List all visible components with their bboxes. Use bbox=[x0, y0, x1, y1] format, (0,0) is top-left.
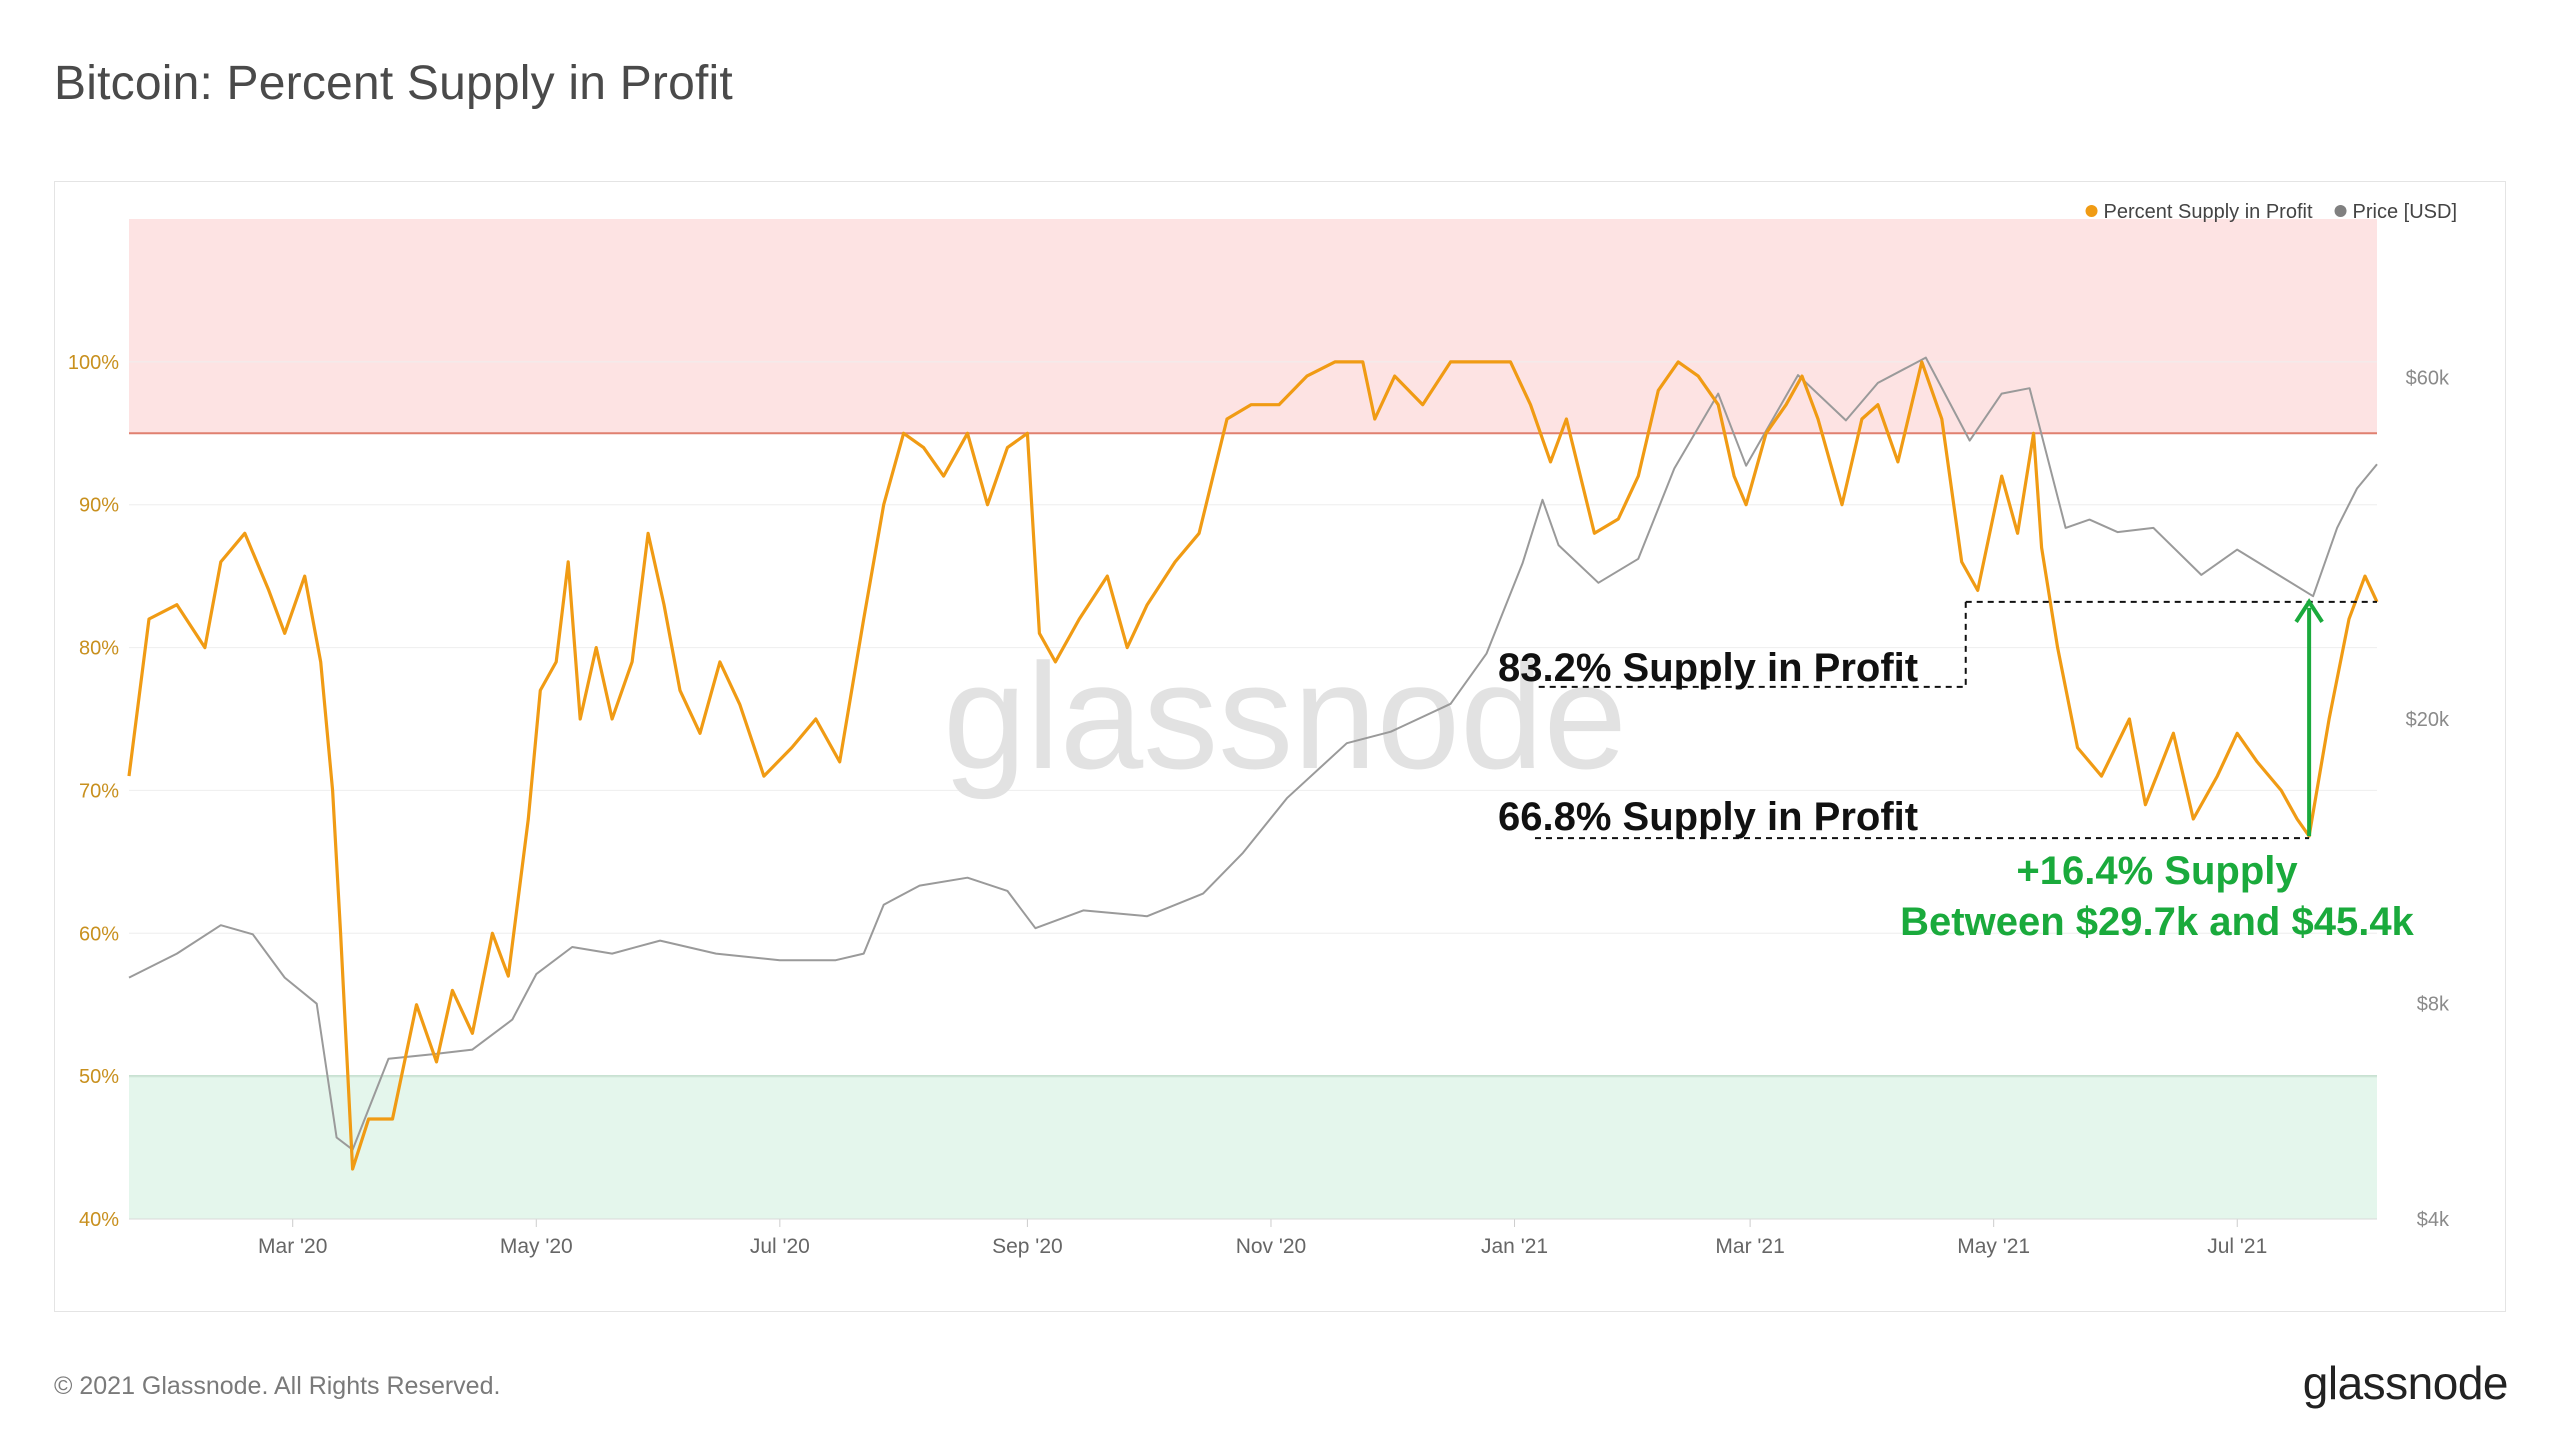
x-tick-label: May '21 bbox=[1957, 1235, 2030, 1258]
legend-dot-price bbox=[2334, 205, 2347, 217]
x-tick-label: Jul '20 bbox=[750, 1235, 810, 1258]
y-left-tick-label: 60% bbox=[79, 923, 119, 945]
legend-dot-supply bbox=[2085, 205, 2098, 217]
y-left-tick-label: 80% bbox=[79, 638, 119, 660]
annotation-lower-label: 66.8% Supply in Profit bbox=[1498, 795, 1918, 839]
annotation-delta-line1: +16.4% Supply bbox=[2016, 849, 2298, 893]
x-tick-label: Mar '20 bbox=[258, 1235, 327, 1258]
annotation-delta-line2: Between $29.7k and $45.4k bbox=[1900, 900, 2414, 944]
y-left-tick-label: 50% bbox=[79, 1066, 119, 1088]
y-left-tick-label: 40% bbox=[79, 1209, 119, 1231]
x-tick-label: May '20 bbox=[500, 1235, 573, 1258]
y-right-tick-label: $4k bbox=[2417, 1209, 2450, 1231]
legend-label: Price [USD] bbox=[2353, 201, 2457, 223]
y-right-tick-label: $60k bbox=[2406, 368, 2450, 390]
annotation-upper-label: 83.2% Supply in Profit bbox=[1498, 646, 1918, 690]
footer-copyright: © 2021 Glassnode. All Rights Reserved. bbox=[54, 1372, 501, 1400]
supply-in-profit-line bbox=[127, 360, 2379, 1171]
chart-svg: glassnode 40%50%60%70%80%90%100%$4k$8k$2… bbox=[68, 201, 2457, 1258]
y-left-tick-label: 90% bbox=[79, 495, 119, 517]
x-tick-label: Mar '21 bbox=[1715, 1235, 1784, 1258]
page-title: Bitcoin: Percent Supply in Profit bbox=[54, 57, 733, 110]
x-tick-label: Sep '20 bbox=[992, 1235, 1063, 1258]
delta-arrow-head bbox=[2294, 598, 2324, 623]
price-line bbox=[128, 356, 2378, 1151]
footer-logo[interactable]: glassnode bbox=[2302, 1357, 2509, 1409]
x-tick-label: Jul '21 bbox=[2207, 1235, 2267, 1258]
x-tick-label: Nov '20 bbox=[1236, 1235, 1307, 1258]
zone-upper bbox=[129, 219, 2377, 434]
y-left-tick-label: 70% bbox=[79, 780, 119, 802]
y-right-tick-label: $20k bbox=[2406, 709, 2450, 731]
legend-label: Percent Supply in Profit bbox=[2104, 201, 2313, 223]
y-left-tick-label: 100% bbox=[68, 352, 119, 374]
chart-container: glassnode 40% 50% 60% 70% 80% 90% 100% $4k $8k $2… bbox=[54, 181, 2506, 1312]
zone-lower bbox=[129, 1076, 2377, 1219]
y-right-tick-label: $8k bbox=[2417, 994, 2450, 1016]
x-tick-label: Jan '21 bbox=[1481, 1235, 1548, 1258]
